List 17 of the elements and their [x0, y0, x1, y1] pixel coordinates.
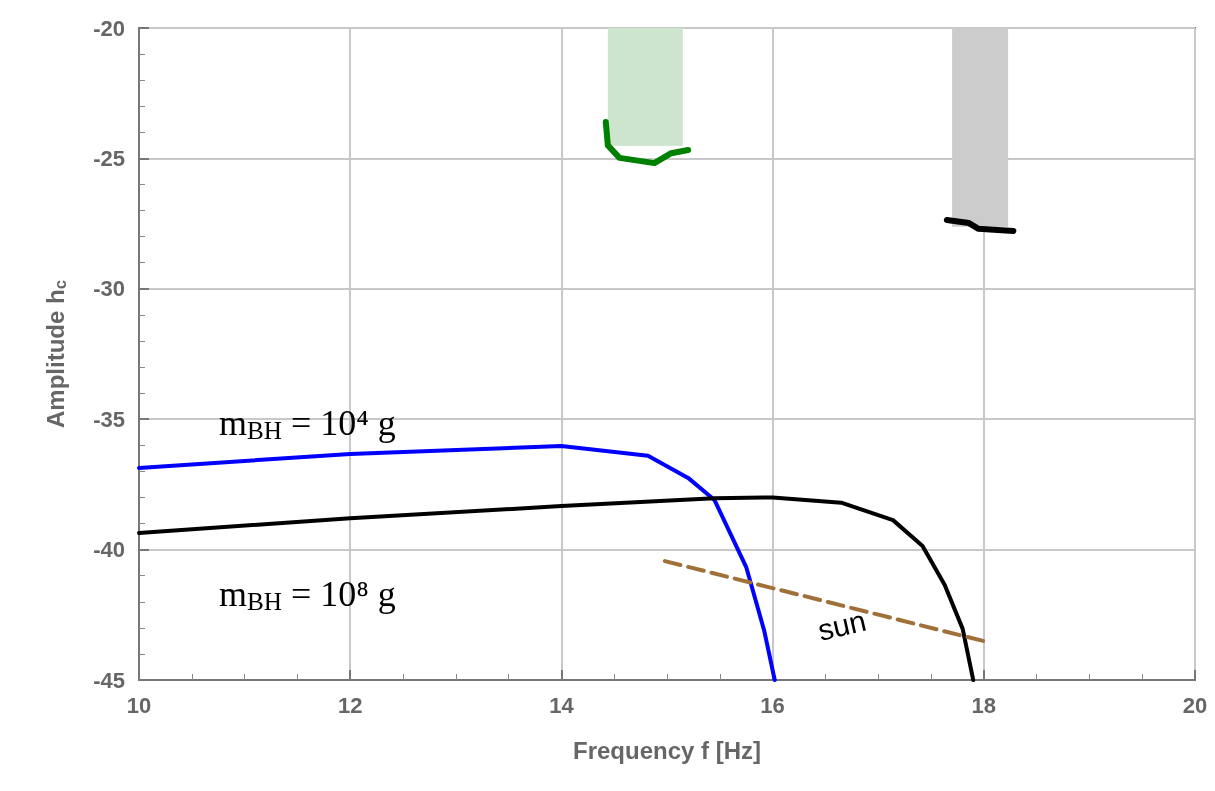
x-tick-label: 12 — [337, 692, 363, 718]
x-tick-label: 14 — [549, 692, 575, 718]
x-axis-title: Frequency f [Hz] — [572, 736, 762, 764]
x-tick-label: 20 — [1182, 692, 1208, 718]
x-tick-label: 16 — [760, 692, 785, 718]
y-tick-label: -40 — [93, 537, 125, 563]
y-tick-label: -25 — [93, 145, 125, 171]
y-tick-label: -45 — [93, 667, 125, 693]
x-tick-label: 18 — [971, 692, 997, 718]
y-tick-label: -30 — [93, 276, 125, 302]
y-tick-label: -20 — [93, 15, 125, 41]
line-series — [137, 495, 976, 682]
y-axis-title: Amplitude hc — [41, 280, 70, 428]
x-tick-label: 10 — [126, 692, 152, 718]
y-tick-label: -35 — [93, 406, 125, 432]
line-series — [137, 444, 777, 682]
text: sun — [814, 603, 870, 647]
